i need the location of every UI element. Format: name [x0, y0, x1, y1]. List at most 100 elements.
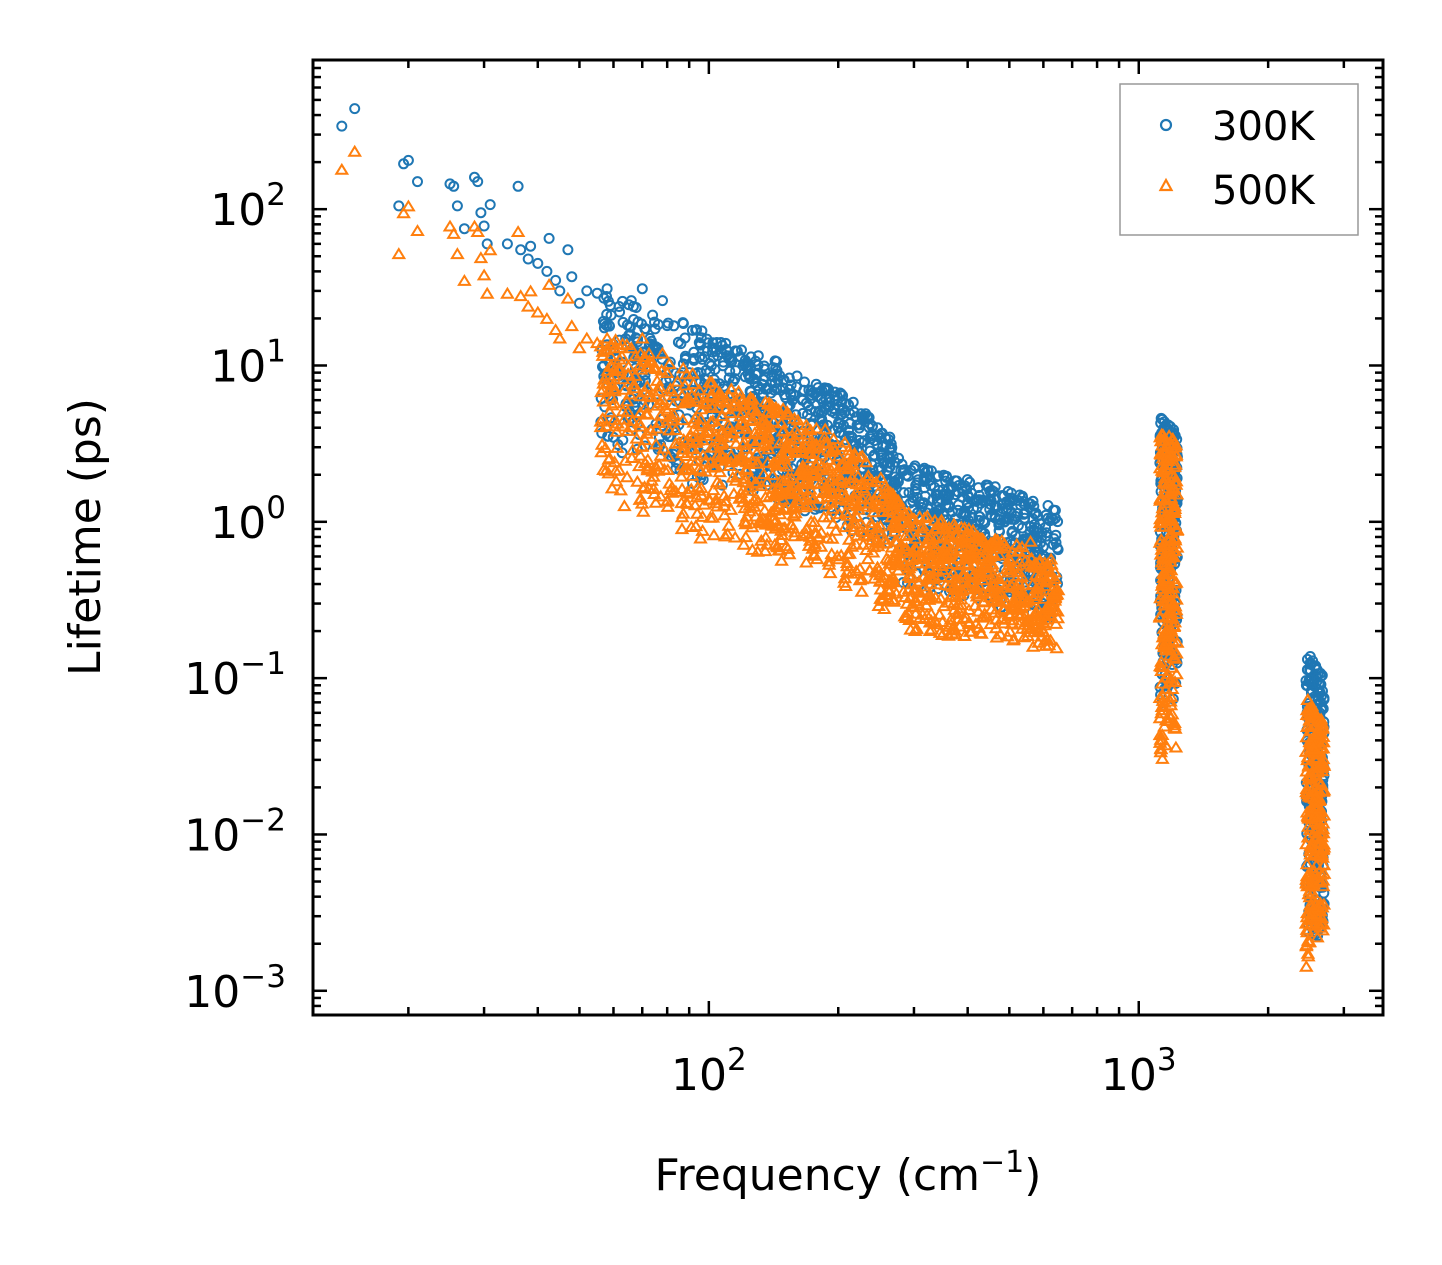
data-point [1024, 559, 1039, 572]
data-point [1310, 930, 1325, 943]
data-point [678, 449, 694, 461]
data-point [654, 363, 669, 376]
data-point [515, 244, 527, 256]
data-point [842, 546, 857, 559]
data-point [675, 442, 690, 455]
data-point [636, 504, 651, 517]
data-point [391, 247, 407, 260]
data-point [745, 361, 757, 373]
data-point [1012, 554, 1027, 567]
data-point [776, 449, 791, 462]
data-point [1163, 671, 1178, 684]
data-point [809, 421, 824, 434]
data-point [982, 590, 998, 603]
data-point [1304, 651, 1316, 662]
data-point [705, 414, 721, 427]
data-point [1159, 625, 1174, 638]
data-point [1052, 544, 1064, 556]
data-point [1030, 609, 1046, 622]
data-point [728, 436, 744, 449]
data-point [983, 494, 995, 506]
data-point [753, 383, 765, 395]
data-point [1028, 556, 1044, 569]
data-point [1157, 719, 1172, 732]
data-point [823, 383, 834, 395]
data-point [1299, 857, 1315, 870]
data-point [1005, 492, 1017, 504]
data-point [921, 542, 936, 555]
data-point [866, 459, 878, 471]
data-point [706, 483, 721, 496]
data-point [530, 305, 546, 318]
data-point [1169, 606, 1184, 619]
data-point [1306, 741, 1321, 754]
data-point [662, 423, 677, 436]
data-point [636, 283, 648, 295]
data-point [952, 619, 967, 632]
data-point [917, 548, 933, 561]
data-point [833, 548, 849, 561]
data-point [605, 378, 620, 391]
data-point [1028, 500, 1040, 512]
data-point [744, 414, 759, 426]
data-point [1011, 544, 1026, 556]
data-point [731, 384, 746, 397]
data-point [1153, 745, 1168, 758]
data-point [736, 537, 752, 550]
data-point [500, 286, 515, 299]
data-point [807, 387, 819, 399]
data-point [708, 492, 724, 505]
data-point [393, 200, 405, 212]
data-point [1155, 594, 1171, 607]
data-point [612, 341, 628, 353]
data-point [786, 499, 802, 512]
data-point [854, 449, 870, 462]
plot-frame [311, 58, 1385, 1017]
data-point [844, 418, 856, 430]
data-point [532, 257, 544, 269]
data-point [952, 486, 964, 498]
data-point [732, 421, 747, 434]
data-point [748, 436, 763, 449]
data-point [674, 482, 690, 494]
legend-label-500k: 500K [1212, 168, 1316, 214]
data-point [986, 549, 1002, 562]
data-point [640, 323, 652, 335]
data-point [762, 489, 778, 502]
data-point [520, 299, 536, 312]
data-point [774, 553, 789, 566]
data-point [448, 180, 460, 192]
data-point [1158, 416, 1170, 428]
data-point [564, 319, 580, 332]
data-point [752, 513, 768, 526]
data-point [1165, 432, 1180, 444]
data-point [778, 539, 794, 552]
data-point [1161, 714, 1176, 726]
data-point [1168, 533, 1183, 546]
data-point [595, 382, 611, 395]
data-point [787, 423, 803, 436]
data-point [680, 462, 696, 475]
x-tick-label: 103 [1101, 1042, 1177, 1101]
legend-label-300k: 300K [1212, 104, 1316, 150]
data-point [741, 483, 756, 496]
data-point [1050, 537, 1062, 549]
data-point [349, 103, 361, 115]
data-point [941, 526, 956, 539]
data-point [634, 439, 650, 452]
data-point [824, 547, 839, 560]
data-point [1008, 590, 1024, 603]
data-point [680, 496, 695, 509]
data-point [1316, 735, 1331, 748]
data-point [684, 468, 700, 481]
data-point [1157, 638, 1172, 651]
data-point [1312, 873, 1327, 886]
data-point [705, 400, 720, 413]
data-point [828, 443, 843, 456]
data-point [695, 332, 707, 344]
data-point [1152, 711, 1168, 724]
data-point [904, 599, 920, 612]
data-point [643, 423, 659, 436]
data-point [794, 441, 810, 453]
data-point [1047, 572, 1063, 584]
